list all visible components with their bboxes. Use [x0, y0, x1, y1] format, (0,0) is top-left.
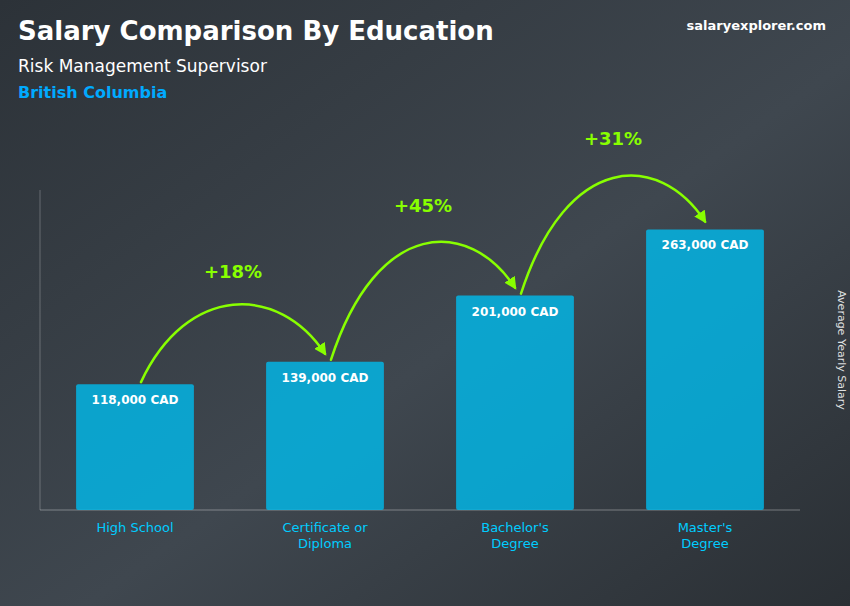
- category-label: Certificate orDiploma: [283, 520, 369, 551]
- bars: [76, 229, 764, 510]
- source: salaryexplorer.com: [687, 18, 826, 33]
- category-label: Bachelor'sDegree: [481, 520, 549, 551]
- bar: [76, 384, 194, 510]
- change-label: +45%: [394, 195, 452, 216]
- data-label: 263,000 CAD: [662, 238, 749, 252]
- change-label: +18%: [204, 261, 262, 282]
- change-label: +31%: [584, 128, 642, 149]
- data-label: 139,000 CAD: [282, 371, 369, 385]
- bar: [266, 362, 384, 510]
- change-arrow: [141, 304, 325, 382]
- change-arrow: [521, 176, 705, 294]
- category-label: High School: [96, 520, 173, 535]
- data-label: 201,000 CAD: [472, 305, 559, 319]
- subtitle: Risk Management Supervisor: [18, 56, 267, 76]
- subtitle: British Columbia: [18, 83, 167, 102]
- data-label: 118,000 CAD: [92, 393, 179, 407]
- title: Salary Comparison By Education: [18, 16, 494, 46]
- bar: [646, 229, 764, 510]
- category-label: Master'sDegree: [678, 520, 733, 551]
- y-axis-label: Average Yearly Salary: [835, 290, 848, 410]
- background: [0, 0, 850, 606]
- chart: 118,000 CAD 139,000 CAD 201,000 CAD 263,000…: [0, 0, 850, 606]
- bar: [456, 296, 574, 510]
- change-arrow: [331, 242, 515, 360]
- y-axis-line: [40, 190, 41, 510]
